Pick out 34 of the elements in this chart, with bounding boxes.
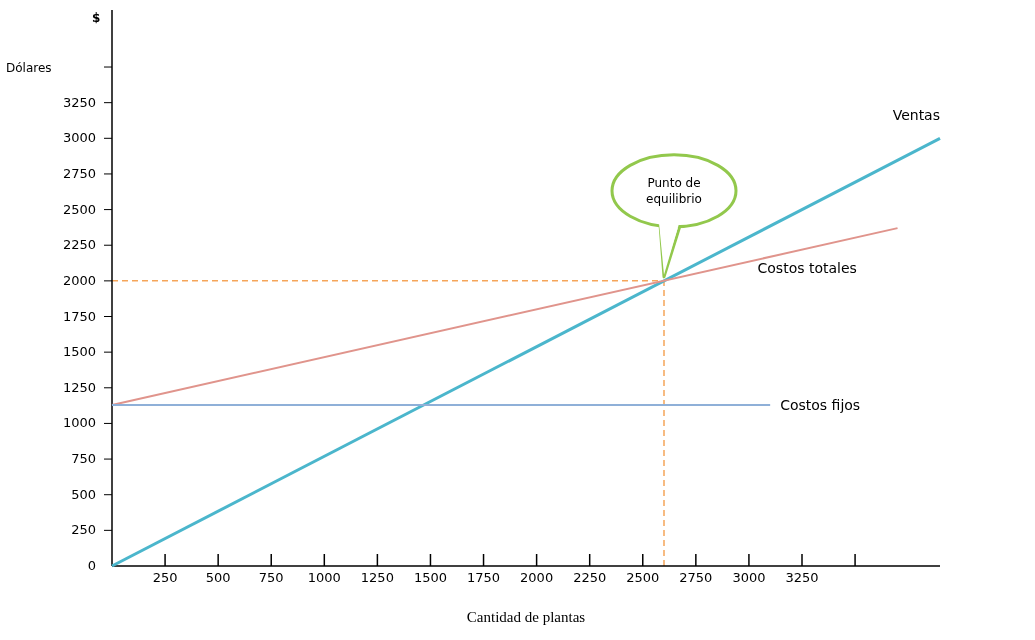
x-axis-title: Cantidad de plantas xyxy=(466,609,586,625)
y-tick-label: 2000 xyxy=(62,272,96,288)
y-tick-label: 250 xyxy=(71,522,96,538)
annotation: Punto de equilibrio xyxy=(646,175,702,206)
x-tick-label: 1000 xyxy=(307,570,341,585)
x-tick-label: 750 xyxy=(258,570,284,585)
y-tick-label: 2750 xyxy=(62,165,96,181)
y-tick-label: 750 xyxy=(71,451,96,467)
x-tick-label: 3250 xyxy=(785,570,819,585)
x-tick-label: 500 xyxy=(205,570,231,585)
y-tick-label: 2500 xyxy=(62,201,96,217)
y-tick-label: 3000 xyxy=(62,130,96,146)
y-tick-label: 500 xyxy=(71,486,96,502)
x-tick-label: 2500 xyxy=(626,570,660,585)
y-tick-label: 1250 xyxy=(62,379,96,395)
x-tick-label: 2250 xyxy=(573,570,607,585)
x-tick-label: 2000 xyxy=(520,570,554,585)
series-label: Ventas xyxy=(892,107,940,124)
x-tick-label: 3000 xyxy=(732,570,766,585)
y-tick-label: 1500 xyxy=(62,344,96,360)
x-tick-label: 1250 xyxy=(360,570,394,585)
x-tick-label: 1750 xyxy=(466,570,501,585)
y-tick-label: 1000 xyxy=(62,415,96,431)
x-tick-label: 1500 xyxy=(413,570,448,585)
y-axis-title: Dólares xyxy=(6,61,52,75)
y-tick-label: 0 xyxy=(87,558,96,573)
text: $ xyxy=(92,11,101,25)
series-label: Costos totales xyxy=(757,260,857,277)
y-tick-label: 3250 xyxy=(62,94,96,110)
y-tick-label: 2250 xyxy=(62,237,96,253)
x-tick-label: 250 xyxy=(152,570,178,585)
y-tick-label: 1750 xyxy=(62,308,96,324)
x-tick-label: 2750 xyxy=(679,570,713,585)
series-label: Costos fijos xyxy=(780,396,861,413)
